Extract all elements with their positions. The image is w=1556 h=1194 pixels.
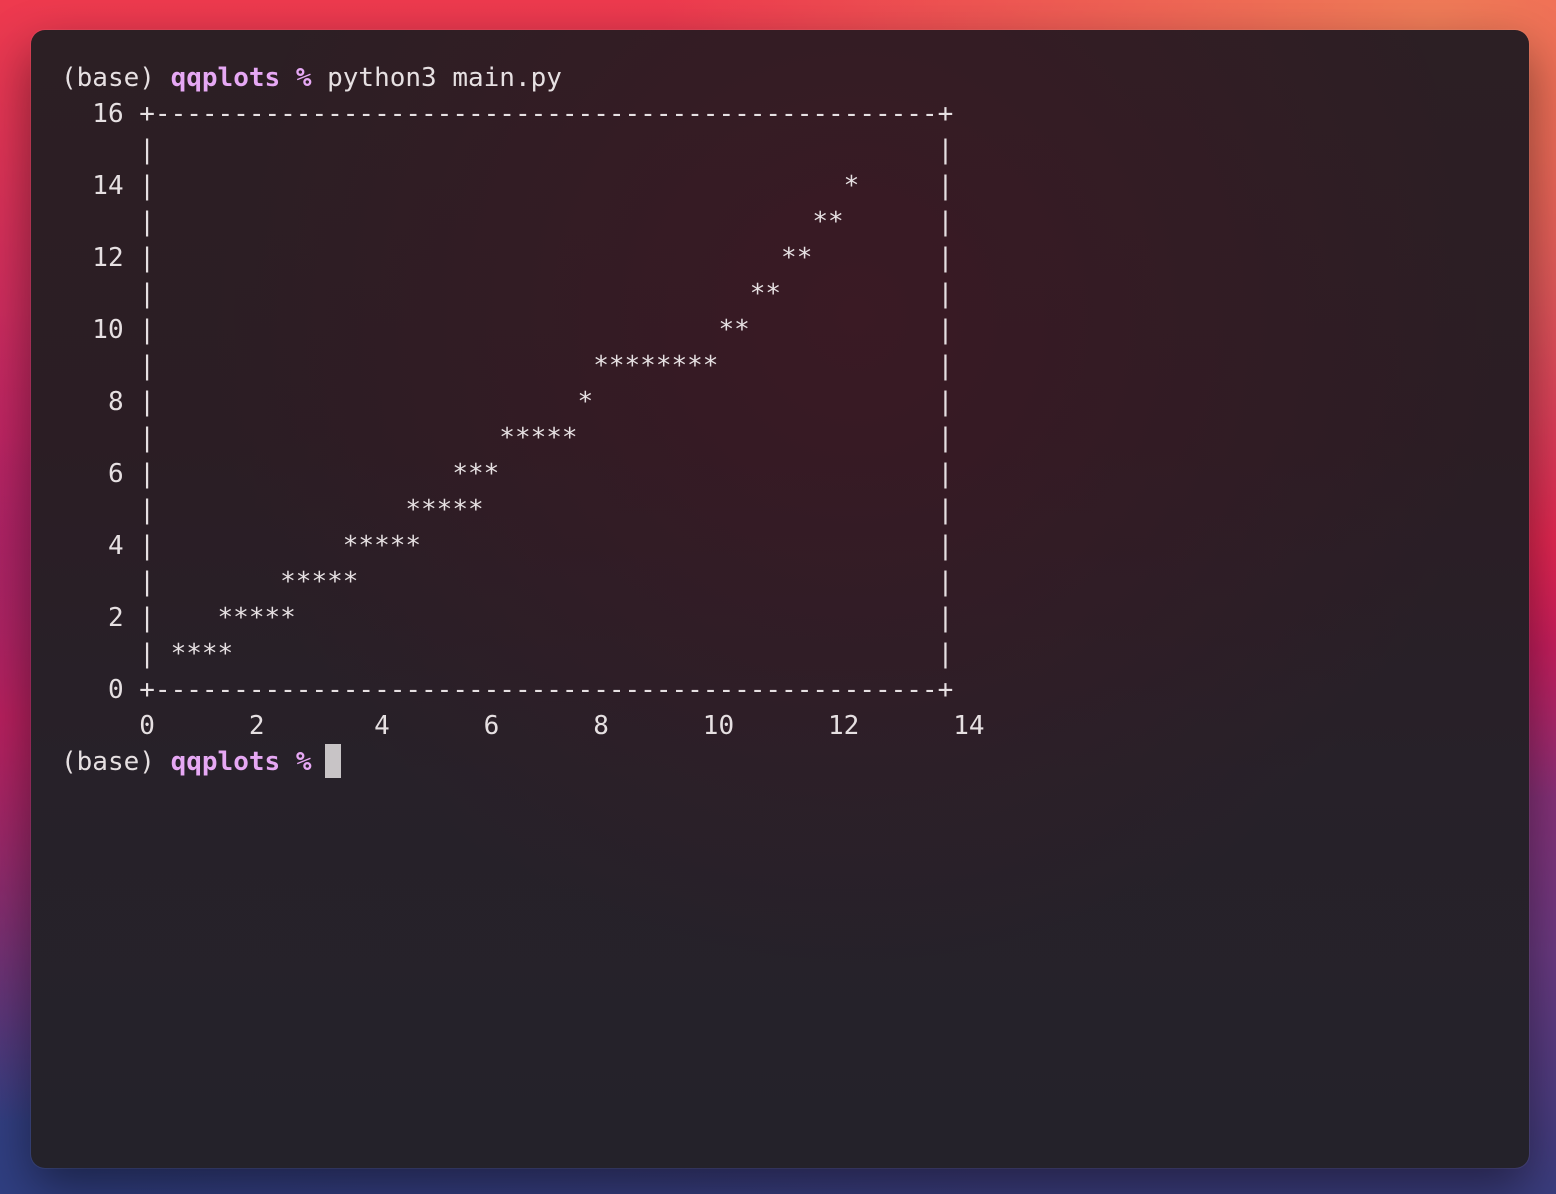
plot-line-11: | ***** | <box>61 495 954 525</box>
plot-line-12: 4 | ***** | <box>61 531 954 561</box>
plot-line-8: 8 | * | <box>61 387 954 417</box>
prompt-directory: qqplots <box>170 63 281 93</box>
plot-line-13: | ***** | <box>61 567 954 597</box>
plot-line-7: | ******** | <box>61 351 954 381</box>
plot-line-10: 6 | *** | <box>61 459 954 489</box>
plot-line-3: | ** | <box>61 207 954 237</box>
plot-line-9: | ***** | <box>61 423 954 453</box>
plot-line-5: | ** | <box>61 279 954 309</box>
plot-line-14: 2 | ***** | <box>61 603 954 633</box>
plot-line-6: 10 | ** | <box>61 315 954 345</box>
command-line: (base) qqplots % python3 main.py <box>61 60 985 96</box>
plot-line-4: 12 | ** | <box>61 243 954 273</box>
command-text: python3 main.py <box>327 63 562 93</box>
prompt-env-label: (base) <box>61 63 155 93</box>
prompt-directory: qqplots <box>170 747 281 777</box>
prompt-line[interactable]: (base) qqplots % <box>61 744 985 780</box>
prompt-symbol: % <box>295 63 312 93</box>
plot-line-2: 14 | * | <box>61 171 954 201</box>
terminal-window[interactable]: (base) qqplots % python3 main.py 16 +---… <box>31 30 1529 1168</box>
prompt-env-label: (base) <box>61 747 155 777</box>
prompt-symbol: % <box>295 747 312 777</box>
plot-line-16: 0 +-------------------------------------… <box>61 675 954 705</box>
plot-line-1: | | <box>61 135 954 165</box>
terminal-output: (base) qqplots % python3 main.py 16 +---… <box>61 60 985 780</box>
plot-line-0: 16 +------------------------------------… <box>61 99 954 129</box>
plot-line-15: | **** | <box>61 639 954 669</box>
plot-x-axis-ticks: 0 2 4 6 8 10 12 14 <box>61 711 985 741</box>
text-cursor[interactable] <box>325 744 342 778</box>
